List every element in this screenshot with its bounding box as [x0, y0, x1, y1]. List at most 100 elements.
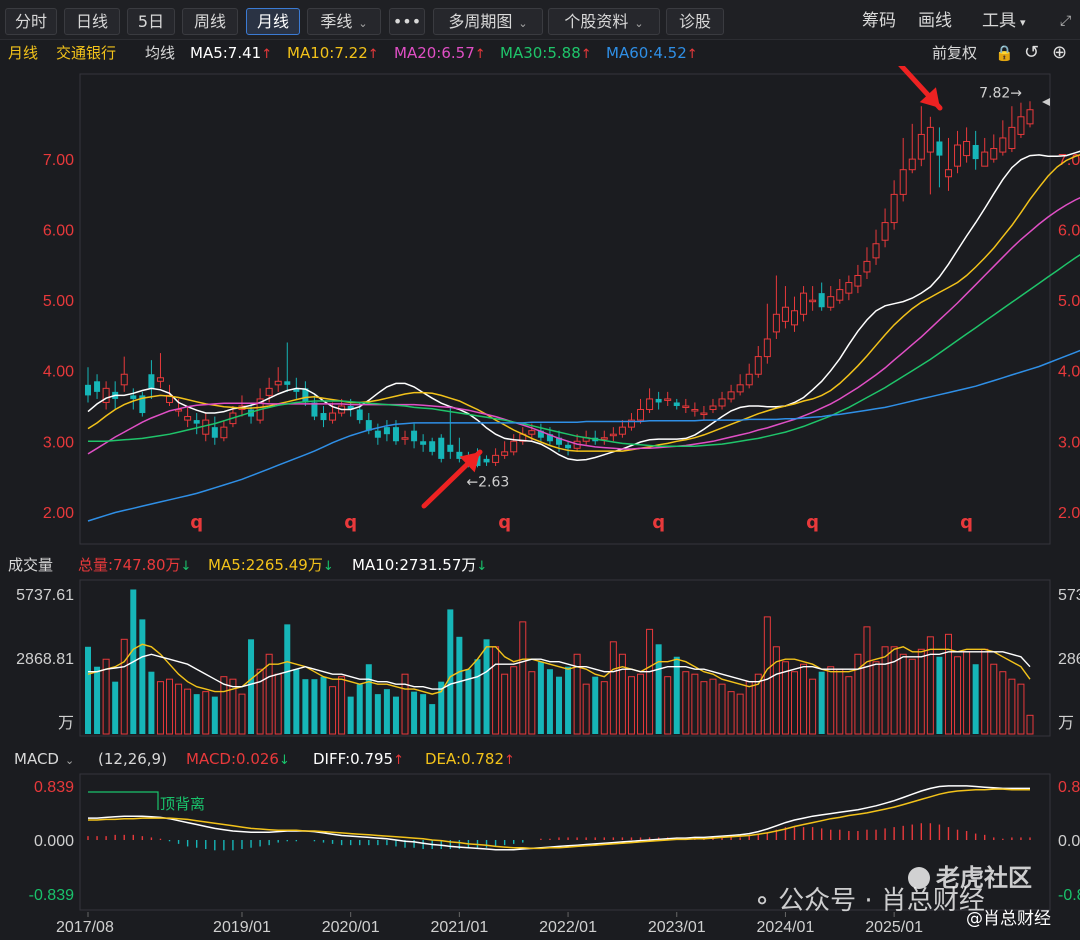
- volume-bar: [392, 696, 399, 734]
- candle-body: [845, 282, 853, 294]
- volume-bar: [709, 678, 717, 735]
- chevron-down-icon[interactable]: ⌄: [64, 754, 75, 767]
- toolbar-item-1[interactable]: 画线: [918, 11, 952, 31]
- candle-body: [627, 419, 635, 428]
- divergence-bracket: [88, 791, 159, 810]
- candle-body: [854, 274, 862, 287]
- lock-icon[interactable]: 🔒: [995, 44, 1014, 62]
- volume-bar: [673, 656, 680, 734]
- main-chart-frame: [79, 73, 1051, 545]
- volume-bar: [265, 653, 273, 735]
- volume-bar: [781, 661, 789, 735]
- period-button-6[interactable]: •••: [389, 8, 425, 35]
- volume-bar: [682, 671, 690, 735]
- period-button-9[interactable]: 诊股: [666, 8, 724, 35]
- stock-name[interactable]: 交通银行: [56, 44, 117, 62]
- volume-tick-unit: 万: [58, 713, 74, 732]
- volume-bar: [664, 676, 672, 735]
- q-marker: q: [344, 512, 357, 533]
- candle-body: [401, 437, 409, 440]
- macd-title[interactable]: MACD ⌄: [14, 750, 75, 768]
- add-icon[interactable]: ⊕: [1052, 42, 1068, 63]
- candle-body: [637, 409, 645, 421]
- undo-icon[interactable]: ↺: [1024, 42, 1040, 63]
- period-button-label: 季线: [320, 12, 353, 31]
- candle-body: [1008, 126, 1016, 150]
- chevron-down-icon: ⌄: [634, 17, 644, 30]
- candle-body: [565, 444, 572, 449]
- q-marker: q: [190, 512, 203, 533]
- period-button-label: 多周期图: [448, 12, 513, 31]
- candle-body: [618, 426, 626, 435]
- candle-body: [130, 395, 137, 399]
- volume-bar: [483, 639, 490, 734]
- date-label: 2024/01: [757, 919, 815, 936]
- candle-body: [863, 260, 871, 273]
- date-label: 2025/01: [865, 919, 923, 936]
- period-button-label: 个股资料: [564, 12, 629, 31]
- period-button-2[interactable]: 5日: [127, 8, 175, 35]
- candle-body: [836, 289, 844, 301]
- volume-bar: [981, 648, 989, 735]
- toolbar-item-0[interactable]: 筹码: [862, 11, 896, 31]
- period-button-5[interactable]: 季线 ⌄: [307, 8, 381, 35]
- macd-chart[interactable]: 0.839 0.839 0.000 0.000 -0.839 -0.839 顶背离: [0, 772, 1080, 912]
- volume-header: 成交量 总量:747.80万↓ MA5:2265.49万↓ MA10:2731.…: [0, 552, 1080, 578]
- fullscreen-icon[interactable]: ⤢: [1060, 13, 1072, 29]
- volume-bar: [691, 673, 699, 735]
- period-button-0[interactable]: 分时: [5, 8, 57, 35]
- ma60-value: MA60:4.52↑: [606, 44, 698, 62]
- period-button-3[interactable]: 周线: [182, 8, 238, 35]
- high-price-label: 7.82→: [979, 85, 1022, 101]
- period-button-8[interactable]: 个股资料 ⌄: [548, 8, 660, 35]
- volume-frame: [79, 579, 1051, 737]
- candle-body: [556, 437, 562, 445]
- date-label: 2019/01: [213, 919, 271, 936]
- volume-bar: [944, 633, 952, 735]
- candle-body: [284, 381, 291, 385]
- candle-body: [700, 412, 708, 416]
- candle-body: [148, 374, 155, 389]
- volume-bar: [474, 659, 481, 734]
- volume-bar: [872, 661, 880, 735]
- candle-body: [600, 437, 608, 440]
- volume-bar: [537, 661, 544, 734]
- period-button-4[interactable]: 月线: [246, 8, 300, 35]
- volume-bar: [573, 653, 581, 735]
- candle-body: [1017, 116, 1025, 135]
- candle-body: [963, 140, 971, 157]
- period-button-7[interactable]: 多周期图 ⌄: [433, 8, 543, 35]
- volume-bar: [284, 624, 291, 734]
- arrow-high-head: [919, 87, 940, 108]
- ma-label[interactable]: 均线: [145, 44, 176, 62]
- candle-body: [492, 454, 500, 463]
- candle-body: [383, 427, 390, 435]
- y-tick-left: 7.00: [43, 152, 74, 169]
- macd-header: MACD ⌄ (12,26,9) MACD:0.026↓ DIFF:0.795↑ …: [0, 746, 1080, 772]
- volume-bar: [338, 676, 346, 735]
- volume-bar: [528, 671, 536, 735]
- volume-bar: [881, 646, 889, 735]
- candle-body: [274, 380, 282, 386]
- toolbar-item-2[interactable]: 工具 ▾: [982, 11, 1026, 31]
- y-tick-left: 4.00: [43, 364, 74, 381]
- volume-bar: [845, 676, 853, 735]
- adjust-label[interactable]: 前复权: [932, 44, 978, 62]
- candlestick-chart[interactable]: 7.007.006.006.005.005.004.004.003.003.00…: [0, 66, 1080, 548]
- macd-params: (12,26,9): [98, 750, 167, 768]
- y-tick-right: 2.00: [1058, 505, 1080, 522]
- volume-tick-mid: 2868.81: [16, 651, 74, 668]
- volume-bar: [85, 646, 91, 734]
- candle-body: [972, 145, 979, 160]
- volume-bar: [293, 669, 300, 734]
- period-button-1[interactable]: 日线: [64, 8, 120, 35]
- volume-bar: [401, 673, 409, 735]
- volume-bar: [211, 696, 218, 734]
- volume-bar: [1017, 683, 1025, 735]
- candle-body: [763, 338, 771, 358]
- volume-chart[interactable]: 5737.61 2868.81 万 5737.61 2868.81 万: [0, 578, 1080, 744]
- candle-body: [727, 391, 735, 400]
- ma5-value: MA5:7.41↑: [190, 44, 273, 62]
- volume-bar: [193, 694, 200, 734]
- volume-bar: [347, 696, 354, 734]
